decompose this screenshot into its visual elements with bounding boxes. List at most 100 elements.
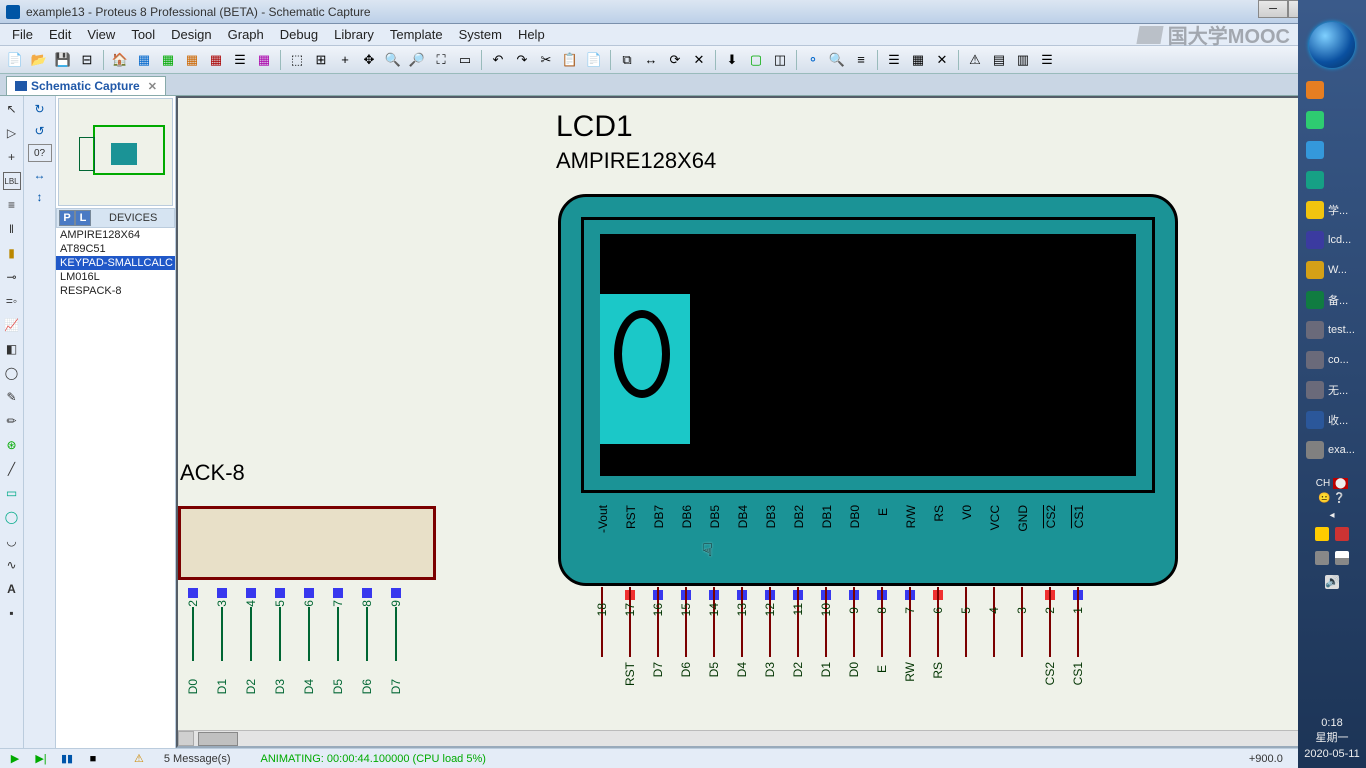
menu-tool[interactable]: Tool [123,27,163,42]
taskbar-item[interactable]: co... [1302,346,1360,374]
tray-row-2[interactable] [1315,551,1349,565]
menu-edit[interactable]: Edit [41,27,79,42]
decompose-button[interactable]: ◫ [769,49,791,71]
menu-library[interactable]: Library [326,27,382,42]
netlist-button[interactable]: ▤ [988,49,1010,71]
respack-component[interactable] [178,506,436,580]
box-2d-icon[interactable]: ▭ [3,484,21,502]
copy-button[interactable]: 📋 [559,49,581,71]
zoom-fit-button[interactable]: ⛶ [430,49,452,71]
flip-v-icon[interactable]: ↕ [31,188,49,206]
component-mode-icon[interactable]: ▷ [3,124,21,142]
save-button[interactable]: 💾 [52,49,74,71]
paste-button[interactable]: 📄 [583,49,605,71]
menu-template[interactable]: Template [382,27,451,42]
menu-system[interactable]: System [451,27,510,42]
device-item[interactable]: LM016L [56,270,175,284]
sim-play-button[interactable]: ▶ [4,751,26,767]
device-item[interactable]: AMPIRE128X64 [56,228,175,242]
search-button[interactable]: 🔍 [826,49,848,71]
path-2d-icon[interactable]: ∿ [3,556,21,574]
schematic-button[interactable]: ▦ [133,49,155,71]
bus-mode-icon[interactable]: ‖ [3,220,21,238]
taskbar-item[interactable]: 收... [1302,406,1360,434]
graph-mode-icon[interactable]: 📈 [3,316,21,334]
tab-schematic[interactable]: Schematic Capture ✕ [6,76,166,95]
menu-file[interactable]: File [4,27,41,42]
tray-row-1[interactable] [1315,527,1349,541]
message-count[interactable]: 5 Message(s) [164,753,231,765]
home-button[interactable]: 🏠 [109,49,131,71]
horizontal-scrollbar[interactable] [178,730,1348,746]
rotate-cw-icon[interactable]: ↻ [31,100,49,118]
new-button[interactable]: 📄 [4,49,26,71]
taskbar-item[interactable]: W... [1302,256,1360,284]
erc-button[interactable]: ⚠ [964,49,986,71]
design-explorer-button[interactable]: ☰ [883,49,905,71]
text-mode-icon[interactable]: ≡ [3,196,21,214]
taskbar-item[interactable]: 无... [1302,376,1360,404]
taskbar-item[interactable]: lcd... [1302,226,1360,254]
new-sheet-button[interactable]: ▦ [907,49,929,71]
3d-button[interactable]: ▦ [181,49,203,71]
pcb-button[interactable]: ▦ [157,49,179,71]
taskbar-item[interactable] [1302,76,1360,104]
flip-h-icon[interactable]: ↔ [31,166,49,184]
origin-button[interactable]: + [334,49,356,71]
sim-pause-button[interactable]: ▮▮ [56,751,78,767]
taskbar-item[interactable]: 备... [1302,286,1360,314]
pan-button[interactable]: ✥ [358,49,380,71]
marquee-button[interactable]: ⬚ [286,49,308,71]
block-move-button[interactable]: ↔ [640,49,662,71]
p-button[interactable]: P [59,210,75,226]
ime-help[interactable]: 😐 ❔ [1318,493,1346,504]
device-item[interactable]: AT89C51 [56,242,175,256]
scroll-left-button[interactable] [178,731,194,746]
subcircuit-mode-icon[interactable]: ▮ [3,244,21,262]
block-delete-button[interactable]: ✕ [688,49,710,71]
report-button[interactable]: ☰ [1036,49,1058,71]
menu-help[interactable]: Help [510,27,553,42]
junction-mode-icon[interactable]: + [3,148,21,166]
clock[interactable]: 0:18 星期一 2020-05-11 [1304,716,1359,768]
taskbar-item[interactable] [1302,136,1360,164]
bom-button[interactable]: ☰ [229,49,251,71]
probe-i-icon[interactable]: ✏ [3,412,21,430]
lcd-component[interactable]: -VoutRSTDB7DB6DB5DB4DB3DB2DB1DB0ER/WRSV0… [558,194,1178,586]
tray-row-3[interactable]: 🔊 [1325,575,1339,589]
line-2d-icon[interactable]: ╱ [3,460,21,478]
taskbar-item[interactable] [1302,106,1360,134]
taskbar-item[interactable] [1302,166,1360,194]
zoom-out-button[interactable]: 🔎 [406,49,428,71]
menu-view[interactable]: View [79,27,123,42]
package-button[interactable]: ▢ [745,49,767,71]
block-copy-button[interactable]: ⧉ [616,49,638,71]
close-proj-button[interactable]: ⊟ [76,49,98,71]
sim-stop-button[interactable]: ■ [82,751,104,767]
rotate-angle[interactable]: 0? [28,144,52,162]
zoom-in-button[interactable]: 🔍 [382,49,404,71]
tape-mode-icon[interactable]: ◧ [3,340,21,358]
del-sheet-button[interactable]: ✕ [931,49,953,71]
terminal-mode-icon[interactable]: ⊸ [3,268,21,286]
device-item[interactable]: RESPACK-8 [56,284,175,298]
schematic-canvas[interactable]: LCD1 AMPIRE128X64 ACK-8 -VoutRSTDB7DB6DB… [176,96,1366,748]
start-orb[interactable] [1309,22,1355,68]
symbol-2d-icon[interactable]: ▪ [3,604,21,622]
taskbar-item[interactable]: exa... [1302,436,1360,464]
pick-button[interactable]: ⬇ [721,49,743,71]
selection-mode-icon[interactable]: ↖ [3,100,21,118]
l-button[interactable]: L [75,210,91,226]
device-list[interactable]: AMPIRE128X64AT89C51KEYPAD-SMALLCALCLM016… [56,228,175,748]
arc-2d-icon[interactable]: ◡ [3,532,21,550]
taskbar-item[interactable]: 学... [1302,196,1360,224]
grid-button[interactable]: ⊞ [310,49,332,71]
scroll-thumb[interactable] [198,732,238,746]
rotate-ccw-icon[interactable]: ↺ [31,122,49,140]
circle-2d-icon[interactable]: ◯ [3,508,21,526]
open-button[interactable]: 📂 [28,49,50,71]
device-item[interactable]: KEYPAD-SMALLCALC [56,256,175,270]
wire-autoroute-button[interactable]: ⚬ [802,49,824,71]
ime-indicator[interactable]: CH ⬤ [1316,478,1348,489]
bom-export-button[interactable]: ▥ [1012,49,1034,71]
